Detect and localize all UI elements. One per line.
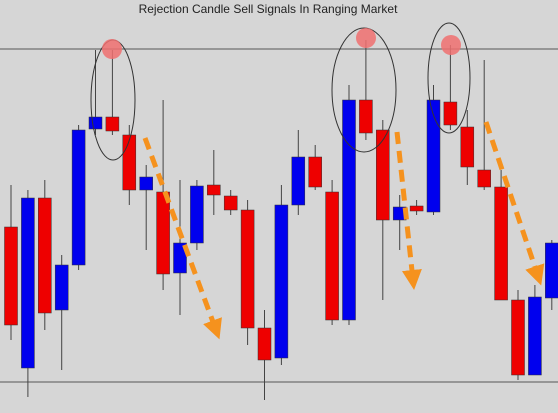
candle-body: [308, 156, 322, 188]
candle-body: [477, 169, 491, 188]
candle-body: [511, 299, 525, 376]
candle-body: [291, 156, 306, 206]
candle-body: [173, 242, 187, 274]
candle-body: [105, 116, 120, 132]
signal-ellipse: [331, 27, 397, 153]
candle-body: [38, 197, 52, 314]
candle-body: [54, 264, 69, 311]
signal-dot: [356, 28, 376, 48]
arrows: [142, 121, 545, 340]
candle-body: [443, 101, 458, 126]
candle-body: [376, 129, 390, 221]
candle-body: [460, 126, 475, 168]
levels: [0, 48, 558, 383]
candle-body: [156, 191, 170, 275]
candle-body: [223, 195, 238, 211]
candle-body: [139, 176, 153, 191]
sell-arrow: [483, 121, 545, 286]
candle-body: [257, 327, 272, 361]
candle-body: [190, 185, 204, 244]
candle-body: [21, 197, 35, 369]
candle-body: [122, 134, 137, 191]
candle-body: [409, 205, 424, 212]
candle-body: [545, 242, 558, 299]
sell-arrow: [394, 131, 422, 290]
candle-body: [88, 116, 103, 130]
chart-title: Rejection Candle Sell Signals In Ranging…: [139, 2, 398, 16]
candle-body: [4, 226, 18, 326]
signal-ellipse: [427, 22, 471, 134]
candle-body: [274, 204, 289, 359]
candle-body: [342, 99, 356, 321]
candle-body: [325, 191, 339, 321]
signal-dots: [102, 28, 461, 59]
candle-body: [240, 209, 255, 329]
candle-body: [528, 296, 542, 376]
candles: [4, 40, 558, 400]
candle-body: [207, 184, 221, 196]
candle-body: [494, 186, 508, 301]
sell-arrow: [142, 137, 222, 340]
signal-dot: [441, 35, 461, 55]
candle-body: [359, 99, 373, 134]
signal-dot: [102, 39, 122, 59]
candle-body: [71, 129, 86, 266]
candle-body: [426, 99, 441, 213]
